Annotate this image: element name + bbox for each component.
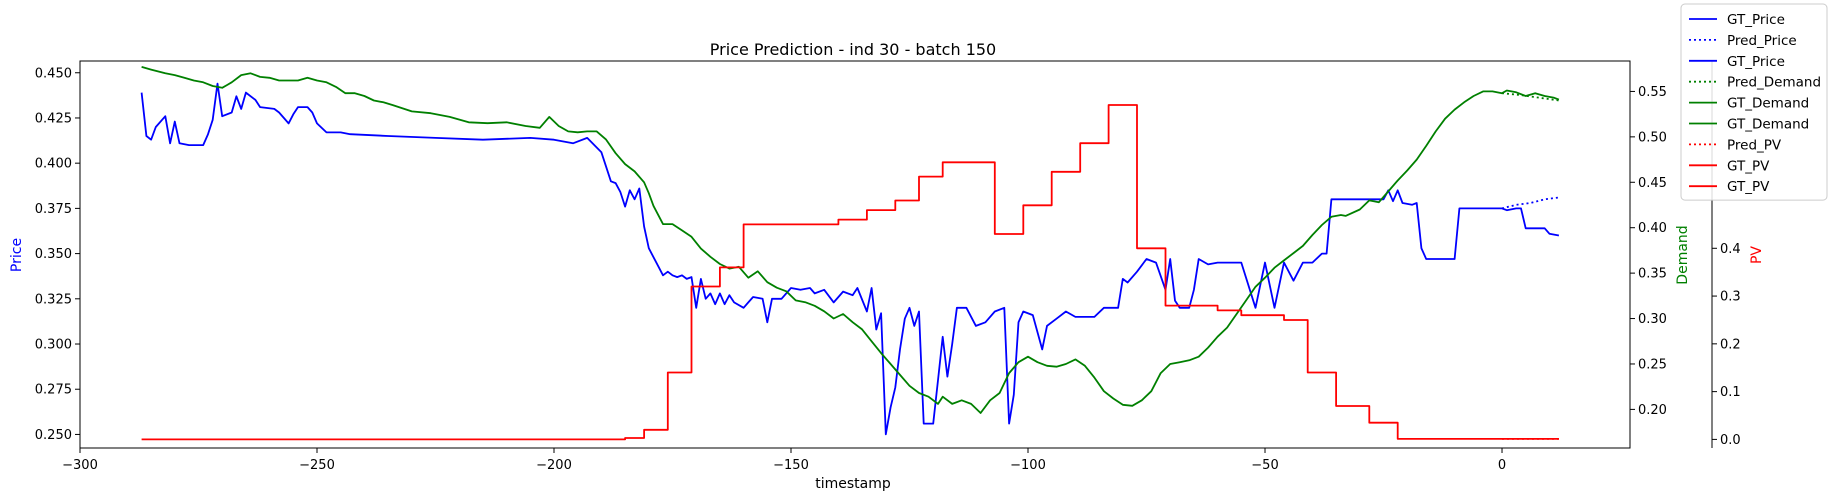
legend-label: GT_Demand [1727,96,1809,112]
series-gt-demand [141,66,1560,414]
demand-tick-label: 0.25 [1638,357,1667,372]
x-tick-label: 0 [1498,458,1506,473]
legend: GT_Price Pred_Price GT_Price Pred_Demand GT_… [1680,3,1828,201]
legend-label: GT_PV [1727,179,1770,195]
y-axis-price: 0.250 0.275 0.300 0.325 0.350 0.375 0.400 0.425… [35,66,80,443]
price-tick-label: 0.450 [35,66,72,81]
price-tick-label: 0.400 [35,157,72,172]
pv-tick-label: 0.3 [1720,290,1741,305]
legend-label: GT_Demand [1727,117,1809,133]
x-tick-label: −100 [1010,458,1046,473]
series-gt-price [140,82,1560,436]
x-tick-label: −50 [1251,458,1278,473]
pv-tick-label: 0.0 [1720,433,1741,448]
series-gt-pv [141,104,1559,441]
legend-label: GT_Price [1727,54,1785,70]
price-tick-label: 0.300 [35,338,72,353]
demand-tick-label: 0.50 [1638,130,1667,145]
legend-label: Pred_PV [1727,137,1782,153]
legend-label: GT_Price [1727,12,1785,28]
x-tick-label: −200 [536,458,572,473]
demand-tick-label: 0.45 [1638,176,1667,191]
x-tick-label: −300 [62,458,98,473]
demand-tick-label: 0.30 [1638,312,1667,327]
price-tick-label: 0.350 [35,247,72,262]
plot-frame [79,60,1631,449]
plot-lines [140,66,1560,441]
legend-label: Pred_Demand [1727,75,1821,91]
x-tick-label: −150 [773,458,809,473]
demand-tick-label: 0.35 [1638,267,1667,282]
price-tick-label: 0.375 [35,202,72,217]
legend-label: GT_PV [1727,158,1770,174]
chart-title: Price Prediction - ind 30 - batch 150 [710,40,996,59]
demand-axis-title: Demand [1675,225,1691,284]
price-tick-label: 0.425 [35,111,72,126]
pv-tick-label: 0.1 [1720,385,1741,400]
demand-tick-label: 0.20 [1638,403,1667,418]
price-axis-title: Price [9,238,25,272]
demand-tick-label: 0.40 [1638,221,1667,236]
price-tick-label: 0.325 [35,292,72,307]
price-tick-label: 0.275 [35,383,72,398]
price-tick-label: 0.250 [35,428,72,443]
legend-label: Pred_Price [1727,33,1797,49]
pv-tick-label: 0.4 [1720,242,1741,257]
y-axis-demand: 0.20 0.25 0.30 0.35 0.40 0.45 0.50 0.55 [1630,85,1667,418]
x-axis: −300 −250 −200 −150 −100 −50 0 [62,448,1506,473]
x-axis-title: timestamp [815,476,891,492]
pv-axis-title: PV [1749,246,1765,264]
legend-box [1680,3,1828,201]
pv-tick-label: 0.2 [1720,337,1741,352]
demand-tick-label: 0.55 [1638,85,1667,100]
x-tick-label: −250 [299,458,335,473]
series-pred-price [1501,196,1560,210]
